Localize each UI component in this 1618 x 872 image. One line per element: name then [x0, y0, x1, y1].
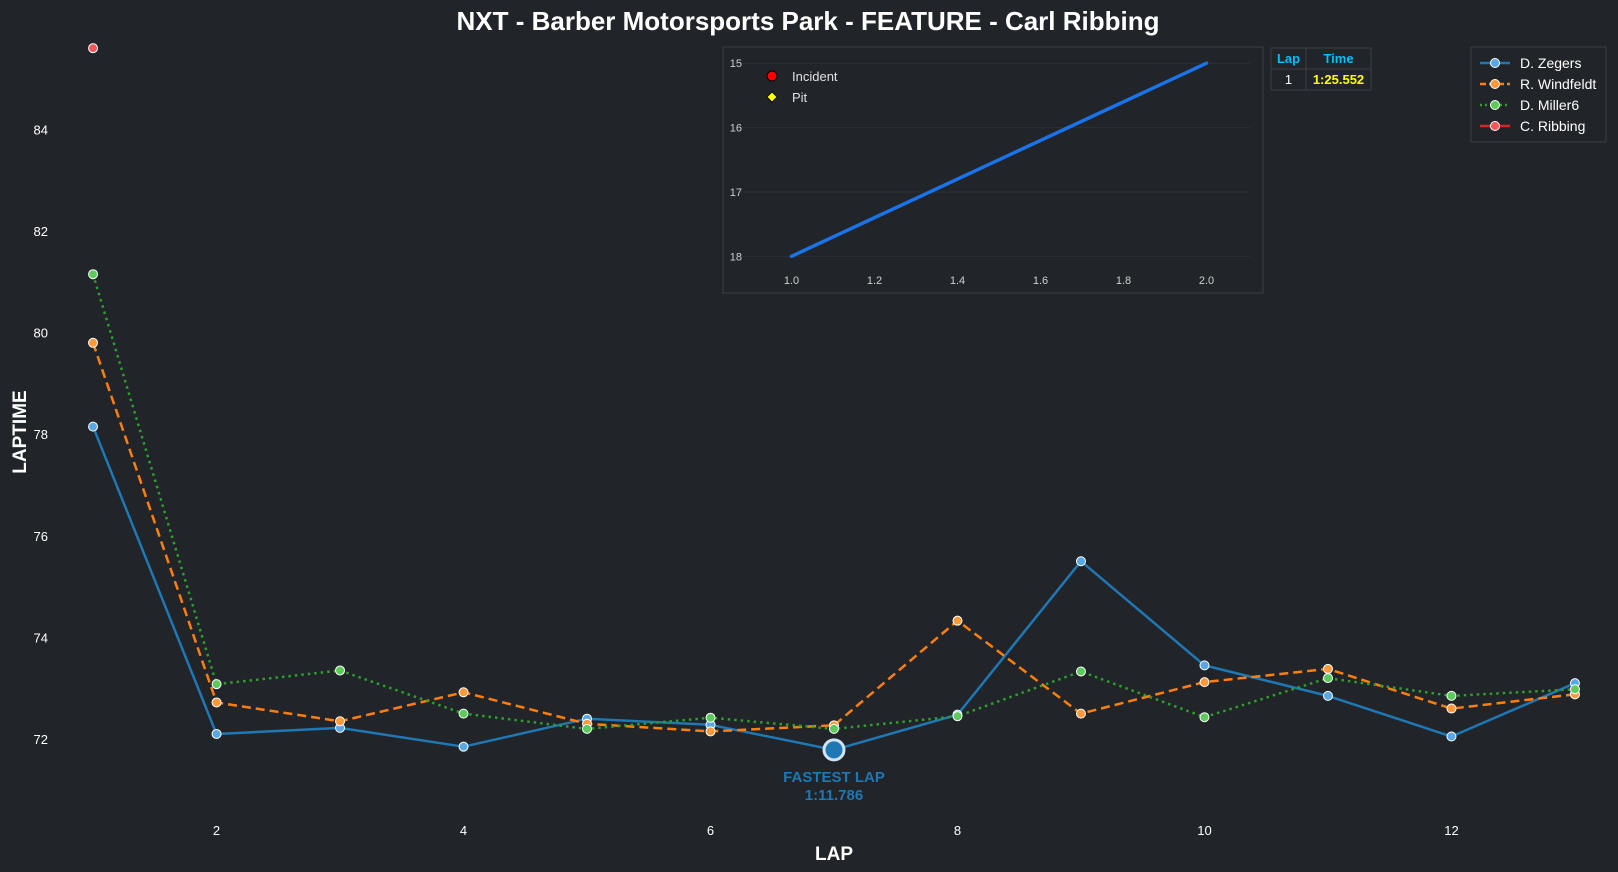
data-point-c-ribbing	[88, 43, 99, 54]
fastest-lap-label: FASTEST LAP	[783, 769, 885, 786]
inset-x-tick-label: 1.2	[867, 275, 882, 287]
x-axis-label: LAP	[815, 844, 853, 865]
data-point-d-miller6	[1199, 712, 1210, 723]
data-point-r-windfeldt	[1199, 677, 1210, 688]
data-point-d-miller6	[705, 712, 716, 723]
chart-title: NXT - Barber Motorsports Park - FEATURE …	[456, 6, 1159, 36]
data-point-r-windfeldt	[1446, 703, 1457, 714]
inset-x-tick-label: 1.8	[1116, 275, 1131, 287]
data-point-d-miller6	[1446, 690, 1457, 701]
data-point-d-miller6	[1075, 666, 1086, 677]
data-point-d-miller6	[582, 723, 593, 734]
x-tick-labels: 2 4 6 8 10 12	[213, 823, 1459, 838]
lap-time-table: Lap Time 1 1:25.552	[1270, 47, 1372, 91]
inset-x-tick-label: 1.4	[950, 275, 965, 287]
inset-legend-marker-incident	[766, 70, 778, 82]
inset-legend-label-incident: Incident	[792, 69, 838, 84]
inset-y-tick-label: 16	[730, 123, 742, 135]
data-point-d-miller6	[211, 679, 222, 690]
y-tick-label: 84	[34, 122, 48, 137]
inset-x-tick-labels: 1.0 1.2 1.4 1.6 1.8 2.0	[784, 275, 1214, 287]
legend: D. Zegers R. Windfeldt D. Miller6 C. Ribbin…	[1470, 46, 1607, 143]
inset-line	[789, 61, 1209, 259]
inset-y-tick-label: 15	[730, 58, 742, 70]
data-point-r-windfeldt	[458, 687, 469, 698]
data-point-d-miller6	[952, 711, 963, 722]
table-cell-lap: 1	[1285, 72, 1292, 87]
legend-label-c-ribbing: C. Ribbing	[1520, 118, 1585, 134]
inset-x-tick-label: 2.0	[1199, 275, 1214, 287]
x-tick-label: 6	[707, 823, 714, 838]
legend-marker-d-miller6	[1490, 100, 1500, 110]
inset-y-tick-labels: 15 16 17 18	[730, 58, 742, 263]
table-cell-time: 1:25.552	[1313, 72, 1364, 87]
y-tick-label: 82	[34, 224, 48, 239]
data-point-d-miller6	[1569, 684, 1580, 695]
data-point-d-zegers	[458, 741, 469, 752]
legend-marker-c-ribbing	[1490, 121, 1500, 131]
data-point-r-windfeldt	[705, 726, 716, 737]
y-tick-labels: 72 74 76 78 80 82 84	[34, 122, 48, 747]
data-point-d-zegers	[1446, 731, 1457, 742]
legend-marker-d-zegers	[1490, 58, 1500, 68]
legend-label-d-zegers: D. Zegers	[1520, 55, 1581, 71]
table-cell	[1305, 68, 1372, 91]
y-tick-label: 72	[34, 732, 48, 747]
data-point-r-windfeldt	[952, 615, 963, 626]
data-point-d-zegers	[211, 728, 222, 739]
x-tick-label: 12	[1444, 823, 1458, 838]
y-tick-label: 78	[34, 427, 48, 442]
y-axis-label: LAPTIME	[10, 390, 31, 473]
data-point-d-miller6	[829, 723, 839, 734]
inset-legend-label-pit: Pit	[792, 90, 808, 105]
data-point-d-zegers	[1322, 690, 1333, 701]
legend-label-r-windfeldt: R. Windfeldt	[1520, 76, 1596, 92]
inset-y-tick-label: 17	[730, 187, 742, 199]
x-tick-label: 10	[1197, 823, 1211, 838]
x-tick-label: 2	[213, 823, 220, 838]
legend-marker-r-windfeldt	[1490, 79, 1500, 89]
x-tick-label: 4	[460, 823, 467, 838]
inset-x-tick-label: 1.6	[1033, 275, 1048, 287]
table-header-lap: Lap	[1277, 51, 1300, 66]
data-point-r-windfeldt	[1075, 708, 1086, 719]
inset-y-tick-label: 18	[730, 251, 742, 263]
inset-frame	[722, 46, 1264, 294]
fastest-lap-marker	[822, 738, 846, 762]
data-point-d-miller6	[335, 665, 346, 676]
data-point-d-zegers	[1199, 660, 1210, 671]
fastest-lap-value: 1:11.786	[805, 787, 863, 804]
x-tick-label: 8	[954, 823, 961, 838]
data-point-r-windfeldt	[335, 716, 346, 727]
inset-legend: Incident Pit	[766, 69, 838, 105]
inset-gridlines	[735, 62, 1250, 257]
data-point-r-windfeldt	[88, 337, 99, 348]
inset-x-tick-label: 1.0	[784, 275, 799, 287]
data-point-d-miller6	[458, 708, 469, 719]
legend-items: D. Zegers R. Windfeldt D. Miller6 C. Ribbin…	[1480, 55, 1596, 134]
data-point-d-zegers	[88, 421, 99, 432]
inset-line-layer	[789, 61, 1209, 259]
table-header-time: Time	[1323, 51, 1353, 66]
data-point-r-windfeldt	[211, 697, 222, 708]
y-tick-label: 76	[34, 529, 48, 544]
data-point-d-miller6	[88, 269, 99, 280]
data-point-r-windfeldt	[1322, 663, 1333, 674]
y-tick-label: 74	[34, 630, 48, 645]
legend-label-d-miller6: D. Miller6	[1520, 97, 1579, 113]
data-point-d-zegers	[1075, 556, 1086, 567]
inset-legend-marker-pit	[766, 91, 778, 103]
data-point-d-miller6	[1322, 673, 1333, 684]
y-tick-label: 80	[34, 326, 48, 341]
inset-chart: 1.0 1.2 1.4 1.6 1.8 2.0 15 16 17 18 Incident Pit	[722, 46, 1264, 294]
